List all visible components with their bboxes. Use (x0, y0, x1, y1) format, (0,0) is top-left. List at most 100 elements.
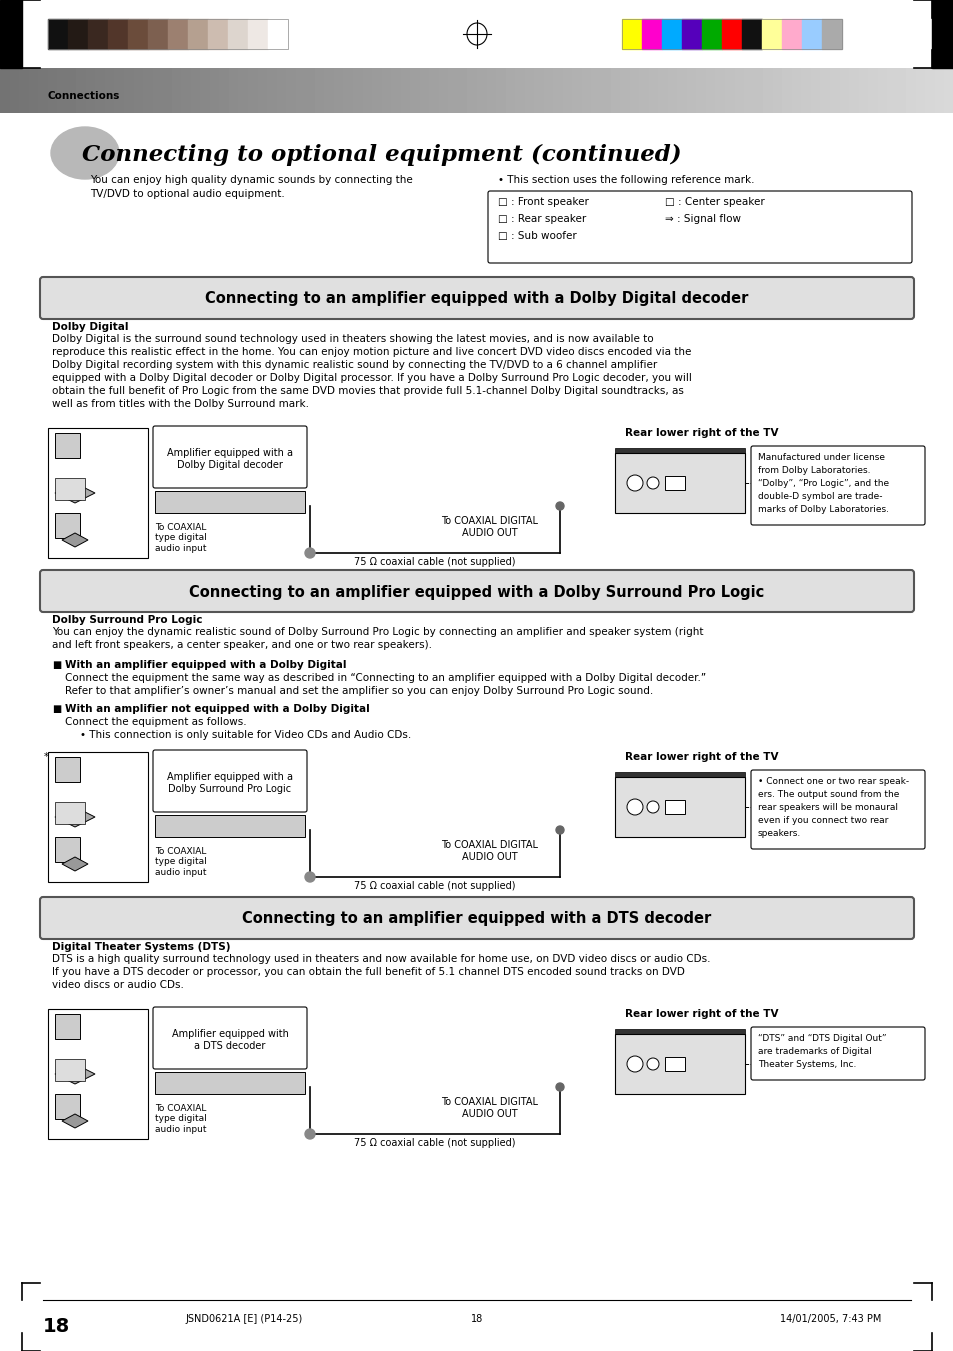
Bar (108, 19, 128, 49)
Text: Dolby Digital is the surround sound technology used in theaters showing the late: Dolby Digital is the surround sound tech… (52, 334, 653, 345)
Text: *: * (44, 753, 49, 762)
Text: □ : Front speaker: □ : Front speaker (497, 197, 588, 207)
Text: Connecting to optional equipment (continued): Connecting to optional equipment (contin… (82, 145, 680, 166)
Bar (721, 19, 741, 49)
Text: ■: ■ (52, 661, 61, 670)
Text: To COAXIAL
type digital
audio input: To COAXIAL type digital audio input (154, 523, 207, 553)
Text: “Dolby”, “Pro Logic”, and the: “Dolby”, “Pro Logic”, and the (758, 480, 888, 488)
Text: □ : Center speaker: □ : Center speaker (664, 197, 764, 207)
Text: To COAXIAL DIGITAL
AUDIO OUT: To COAXIAL DIGITAL AUDIO OUT (441, 1097, 537, 1119)
Bar (621, 19, 841, 49)
Text: from Dolby Laboratories.: from Dolby Laboratories. (758, 466, 869, 476)
Circle shape (646, 801, 659, 813)
Text: Dolby Surround Pro Logic: Dolby Surround Pro Logic (52, 615, 202, 626)
Polygon shape (55, 807, 95, 827)
Bar (0, 0, 953, 68)
FancyBboxPatch shape (40, 570, 913, 612)
Bar (55, 478, 85, 500)
Text: To COAXIAL DIGITAL
AUDIO OUT: To COAXIAL DIGITAL AUDIO OUT (441, 516, 537, 538)
Text: ■: ■ (52, 704, 61, 713)
Text: video discs or audio CDs.: video discs or audio CDs. (52, 979, 184, 990)
Text: are trademarks of Digital: are trademarks of Digital (758, 1047, 871, 1056)
FancyBboxPatch shape (750, 770, 924, 848)
Polygon shape (55, 484, 95, 503)
Bar (664, 476, 684, 490)
Bar (55, 513, 80, 538)
Text: marks of Dolby Laboratories.: marks of Dolby Laboratories. (758, 505, 888, 513)
Bar (48, 753, 148, 882)
Text: Manufactured under license: Manufactured under license (758, 453, 884, 462)
Bar (761, 19, 781, 49)
Text: You can enjoy high quality dynamic sounds by connecting the: You can enjoy high quality dynamic sound… (90, 176, 413, 185)
Text: ers. The output sound from the: ers. The output sound from the (758, 790, 899, 798)
Text: Amplifier equipped with a
Dolby Digital decoder: Amplifier equipped with a Dolby Digital … (167, 449, 293, 470)
Text: Connections: Connections (48, 91, 120, 101)
Polygon shape (55, 1065, 95, 1084)
Text: even if you connect two rear: even if you connect two rear (758, 816, 887, 825)
Text: Connecting to an amplifier equipped with a Dolby Digital decoder: Connecting to an amplifier equipped with… (205, 292, 748, 307)
Text: Connect the equipment the same way as described in “Connecting to an amplifier e: Connect the equipment the same way as de… (65, 673, 705, 684)
Text: speakers.: speakers. (758, 830, 801, 838)
Bar (248, 19, 268, 49)
Bar (615, 453, 744, 513)
Bar (615, 1029, 744, 1044)
Bar (661, 19, 681, 49)
Ellipse shape (51, 127, 119, 178)
Bar (664, 1056, 684, 1071)
Bar (621, 19, 641, 49)
Text: • This connection is only suitable for Video CDs and Audio CDs.: • This connection is only suitable for V… (80, 730, 411, 740)
Text: □ : Rear speaker: □ : Rear speaker (497, 213, 586, 224)
Text: and left front speakers, a center speaker, and one or two rear speakers).: and left front speakers, a center speake… (52, 640, 432, 650)
Bar (55, 1094, 80, 1119)
Text: Connect the equipment as follows.: Connect the equipment as follows. (65, 717, 247, 727)
Bar (128, 19, 148, 49)
Text: You can enjoy the dynamic realistic sound of Dolby Surround Pro Logic by connect: You can enjoy the dynamic realistic soun… (52, 627, 702, 638)
Text: Amplifier equipped with a
Dolby Surround Pro Logic: Amplifier equipped with a Dolby Surround… (167, 773, 293, 794)
Bar (741, 19, 761, 49)
Text: With an amplifier equipped with a Dolby Digital: With an amplifier equipped with a Dolby … (65, 661, 346, 670)
Text: Amplifier equipped with
a DTS decoder: Amplifier equipped with a DTS decoder (172, 1029, 288, 1051)
Polygon shape (62, 534, 88, 547)
Bar (228, 19, 248, 49)
Circle shape (305, 1129, 314, 1139)
Circle shape (556, 503, 563, 509)
Text: Digital Theater Systems (DTS): Digital Theater Systems (DTS) (52, 942, 231, 952)
Polygon shape (62, 1115, 88, 1128)
Text: Rear lower right of the TV: Rear lower right of the TV (624, 753, 778, 762)
Text: TV/DVD to optional audio equipment.: TV/DVD to optional audio equipment. (90, 189, 284, 199)
Text: Dolby Digital: Dolby Digital (52, 322, 129, 332)
Circle shape (305, 549, 314, 558)
Text: 75 Ω coaxial cable (not supplied): 75 Ω coaxial cable (not supplied) (354, 881, 516, 892)
Text: 75 Ω coaxial cable (not supplied): 75 Ω coaxial cable (not supplied) (354, 1138, 516, 1148)
Bar (55, 757, 80, 782)
Text: 75 Ω coaxial cable (not supplied): 75 Ω coaxial cable (not supplied) (354, 557, 516, 567)
Bar (701, 19, 721, 49)
Bar (615, 1034, 744, 1094)
Text: To COAXIAL
type digital
audio input: To COAXIAL type digital audio input (154, 1104, 207, 1133)
Text: Dolby Digital recording system with this dynamic realistic sound by connecting t: Dolby Digital recording system with this… (52, 359, 657, 370)
Bar (801, 19, 821, 49)
Text: To COAXIAL
type digital
audio input: To COAXIAL type digital audio input (154, 847, 207, 877)
Bar (268, 19, 288, 49)
Bar (154, 490, 305, 513)
Circle shape (556, 825, 563, 834)
Bar (615, 449, 744, 463)
Text: ⇒ : Signal flow: ⇒ : Signal flow (664, 213, 740, 224)
Bar (664, 800, 684, 815)
Text: “DTS” and “DTS Digital Out”: “DTS” and “DTS Digital Out” (758, 1034, 885, 1043)
Bar (55, 1059, 85, 1081)
Bar (0, 0, 22, 68)
Text: JSND0621A [E] (P14-25): JSND0621A [E] (P14-25) (185, 1315, 302, 1324)
Text: rear speakers will be monaural: rear speakers will be monaural (758, 802, 897, 812)
Text: Rear lower right of the TV: Rear lower right of the TV (624, 1009, 778, 1019)
Bar (154, 815, 305, 838)
Bar (48, 1009, 148, 1139)
Bar (615, 771, 744, 788)
FancyBboxPatch shape (40, 277, 913, 319)
Bar (68, 19, 88, 49)
Text: double-D symbol are trade-: double-D symbol are trade- (758, 492, 882, 501)
Bar (931, 0, 953, 68)
Text: 18: 18 (471, 1315, 482, 1324)
Bar (168, 19, 188, 49)
Bar (55, 1015, 80, 1039)
